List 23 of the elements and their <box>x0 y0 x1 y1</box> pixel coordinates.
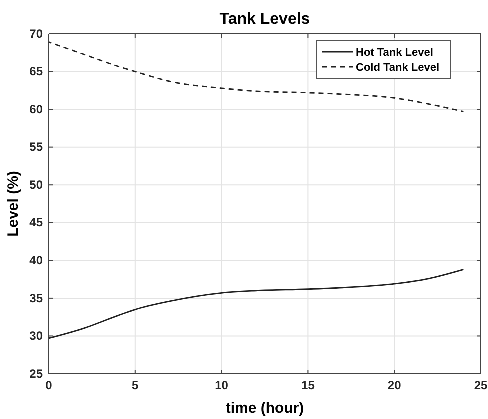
y-tick-label: 70 <box>30 26 44 41</box>
x-tick-label: 10 <box>215 378 229 393</box>
legend-label: Cold Tank Level <box>356 62 440 74</box>
chart-title: Tank Levels <box>220 11 310 28</box>
y-tick-label: 60 <box>30 102 44 116</box>
y-tick-label: 45 <box>30 216 44 230</box>
x-tick-label: 5 <box>132 378 140 393</box>
legend-label: Hot Tank Level <box>356 47 434 59</box>
line-series <box>48 269 464 340</box>
y-tick-label: 50 <box>30 178 44 192</box>
x-tick-label: 25 <box>474 378 488 393</box>
y-tick-label: 55 <box>30 140 44 154</box>
x-tick-label: 0 <box>46 378 53 393</box>
y-tick-label: 40 <box>30 254 44 268</box>
y-tick-label: 35 <box>30 291 44 306</box>
line-series <box>48 42 464 113</box>
x-tick-label: 20 <box>388 378 402 393</box>
y-tick-label: 65 <box>30 64 44 79</box>
x-axis-title: time (hour) <box>226 400 304 417</box>
y-tick-label: 30 <box>30 329 44 344</box>
y-tick-label: 25 <box>30 366 44 381</box>
x-tick-label: 15 <box>302 378 316 393</box>
y-axis-title: Level (%) <box>5 171 22 237</box>
